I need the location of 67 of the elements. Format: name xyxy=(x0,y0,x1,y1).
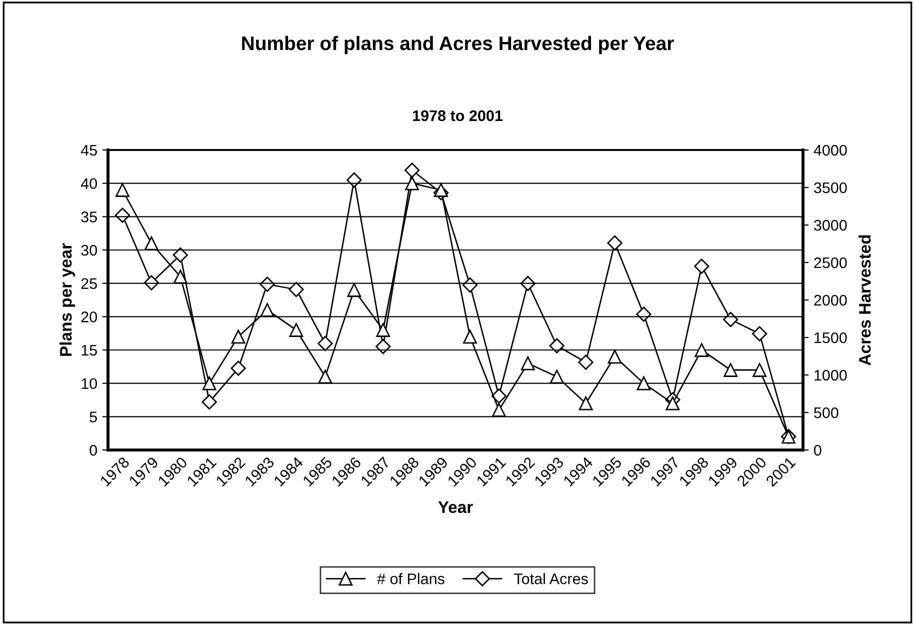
point xyxy=(289,323,304,337)
y-axis-title: Plans per year xyxy=(60,243,76,356)
point xyxy=(520,356,535,370)
y-tick-label: 25 xyxy=(81,278,97,290)
point xyxy=(578,396,593,410)
point xyxy=(694,343,709,357)
point xyxy=(434,183,448,197)
point xyxy=(318,370,332,384)
chart-subtitle: 1978 to 2001 xyxy=(413,110,503,122)
point xyxy=(144,275,160,290)
y-tick-label: 20 xyxy=(81,312,97,322)
y2-axis-title: Acres Harvested xyxy=(858,235,871,366)
point xyxy=(550,370,564,384)
point xyxy=(173,270,188,284)
y2-tick-label: 1000 xyxy=(814,370,847,381)
point xyxy=(636,376,651,390)
point xyxy=(752,363,767,377)
y2-tick-label: 3000 xyxy=(814,220,847,231)
y2-tick-label: 4000 xyxy=(814,144,847,156)
y-tick-label: 10 xyxy=(82,378,97,390)
point xyxy=(404,162,420,178)
point xyxy=(346,172,362,188)
legend-label: # of Plans xyxy=(377,573,444,584)
point xyxy=(492,403,506,417)
point xyxy=(549,338,564,354)
point xyxy=(694,258,710,274)
point xyxy=(172,247,188,263)
point xyxy=(752,326,768,342)
point xyxy=(288,282,304,298)
point xyxy=(231,330,246,344)
point xyxy=(202,376,216,390)
legend-label: Total Acres xyxy=(514,573,588,584)
y2-tick-label: 1500 xyxy=(814,332,847,344)
point xyxy=(405,176,420,190)
y2-tick-label: 500 xyxy=(814,407,838,418)
point xyxy=(491,388,507,404)
point xyxy=(463,330,477,344)
point xyxy=(202,394,217,410)
y-tick-label: 30 xyxy=(81,244,97,256)
point xyxy=(723,312,738,328)
y-tick-label: 45 xyxy=(80,145,97,156)
point xyxy=(607,235,622,251)
point xyxy=(260,303,274,317)
point xyxy=(724,363,738,377)
y-tick-label: 0 xyxy=(90,444,97,456)
chart-title: Number of plans and Acres Harvested per Year xyxy=(242,36,674,54)
y-tick-label: 15 xyxy=(82,345,97,356)
y2-tick-label: 3500 xyxy=(814,182,847,194)
point xyxy=(608,350,622,364)
point xyxy=(114,208,130,223)
point xyxy=(347,283,362,297)
y-tick-label: 35 xyxy=(81,212,97,222)
point xyxy=(376,338,391,354)
x-axis-title: Year xyxy=(438,501,473,514)
point xyxy=(578,354,594,370)
y2-tick-label: 2500 xyxy=(814,257,847,268)
point xyxy=(116,183,130,197)
point xyxy=(666,396,680,410)
point xyxy=(144,236,158,250)
y-tick-label: 5 xyxy=(90,412,97,422)
point xyxy=(376,323,390,337)
point xyxy=(318,336,333,352)
point xyxy=(636,306,652,322)
y2-tick-label: 0 xyxy=(814,444,822,456)
y-tick-label: 40 xyxy=(80,178,97,190)
y2-tick-label: 2000 xyxy=(814,294,847,306)
point xyxy=(230,360,246,376)
